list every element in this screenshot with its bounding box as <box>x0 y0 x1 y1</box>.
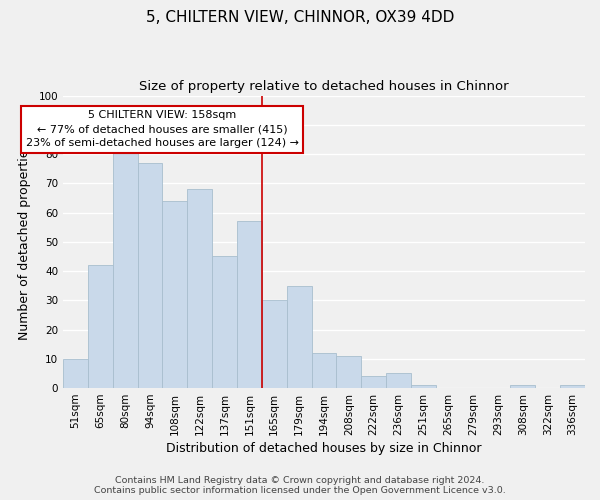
Title: Size of property relative to detached houses in Chinnor: Size of property relative to detached ho… <box>139 80 509 93</box>
X-axis label: Distribution of detached houses by size in Chinnor: Distribution of detached houses by size … <box>166 442 482 455</box>
Bar <box>63 359 88 388</box>
Text: 5 CHILTERN VIEW: 158sqm
← 77% of detached houses are smaller (415)
23% of semi-d: 5 CHILTERN VIEW: 158sqm ← 77% of detache… <box>26 110 299 148</box>
Bar <box>113 151 137 388</box>
Bar <box>88 265 113 388</box>
Y-axis label: Number of detached properties: Number of detached properties <box>19 144 31 340</box>
Bar <box>311 353 337 388</box>
Bar <box>187 189 212 388</box>
Bar <box>560 385 585 388</box>
Bar <box>287 286 311 388</box>
Bar <box>511 385 535 388</box>
Bar <box>361 376 386 388</box>
Bar <box>163 201 187 388</box>
Bar <box>411 385 436 388</box>
Bar <box>262 300 287 388</box>
Text: 5, CHILTERN VIEW, CHINNOR, OX39 4DD: 5, CHILTERN VIEW, CHINNOR, OX39 4DD <box>146 10 454 25</box>
Bar <box>386 374 411 388</box>
Bar <box>237 222 262 388</box>
Bar <box>212 256 237 388</box>
Bar <box>137 163 163 388</box>
Bar <box>337 356 361 388</box>
Text: Contains HM Land Registry data © Crown copyright and database right 2024.
Contai: Contains HM Land Registry data © Crown c… <box>94 476 506 495</box>
